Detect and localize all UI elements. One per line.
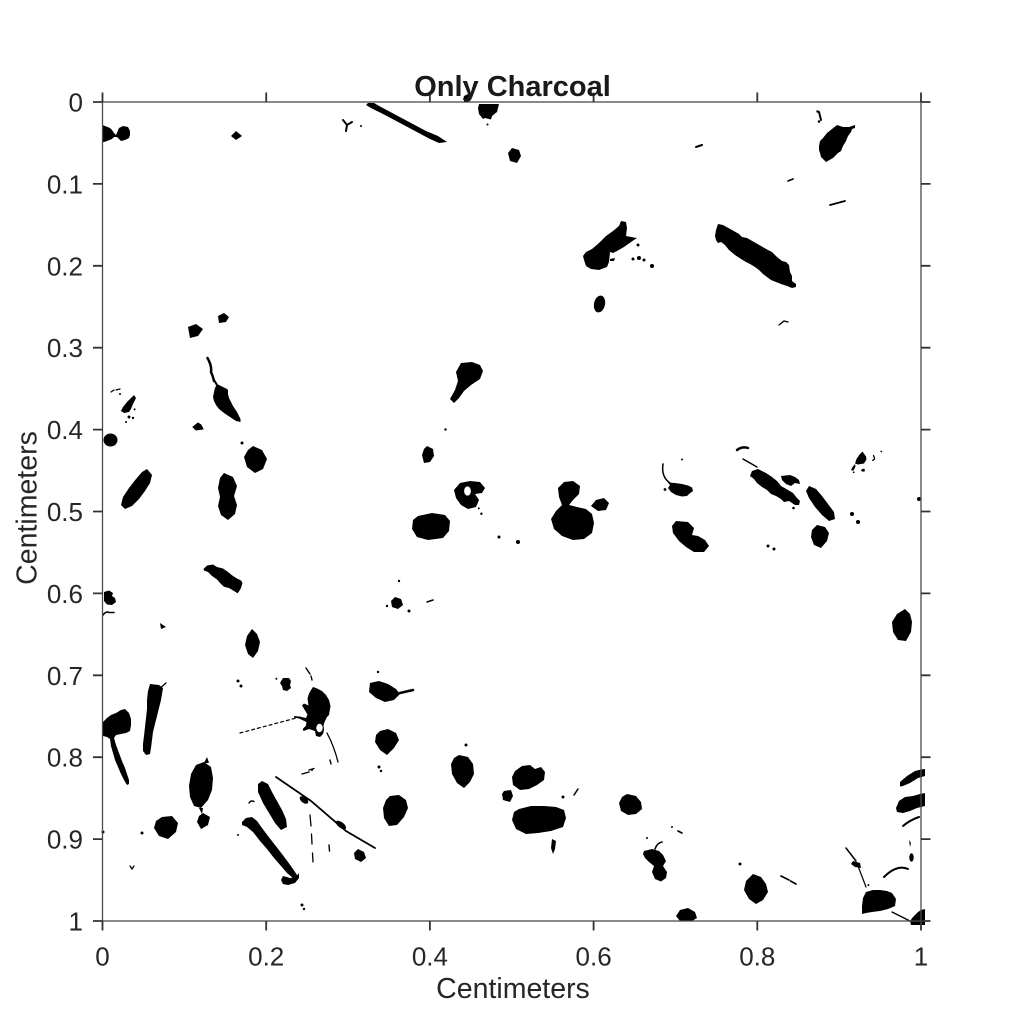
- svg-text:0.8: 0.8: [739, 942, 775, 972]
- svg-text:Centimeters: Centimeters: [436, 973, 590, 1005]
- svg-text:0.3: 0.3: [47, 333, 83, 363]
- svg-text:1: 1: [69, 907, 83, 937]
- svg-text:0.4: 0.4: [47, 415, 83, 445]
- svg-text:1: 1: [914, 942, 928, 972]
- svg-text:0.8: 0.8: [47, 743, 83, 773]
- svg-text:0: 0: [69, 88, 83, 118]
- svg-text:Centimeters: Centimeters: [12, 431, 44, 585]
- svg-text:0.1: 0.1: [47, 169, 83, 199]
- svg-text:0.5: 0.5: [47, 497, 83, 527]
- svg-text:0.2: 0.2: [47, 251, 83, 281]
- svg-text:0.9: 0.9: [47, 825, 83, 855]
- svg-text:0.7: 0.7: [47, 661, 83, 691]
- svg-text:0.4: 0.4: [412, 942, 448, 972]
- svg-text:0.2: 0.2: [248, 942, 284, 972]
- svg-text:0.6: 0.6: [576, 942, 612, 972]
- svg-text:0.6: 0.6: [47, 579, 83, 609]
- svg-text:Only Charcoal: Only Charcoal: [414, 71, 611, 103]
- svg-text:0: 0: [95, 942, 109, 972]
